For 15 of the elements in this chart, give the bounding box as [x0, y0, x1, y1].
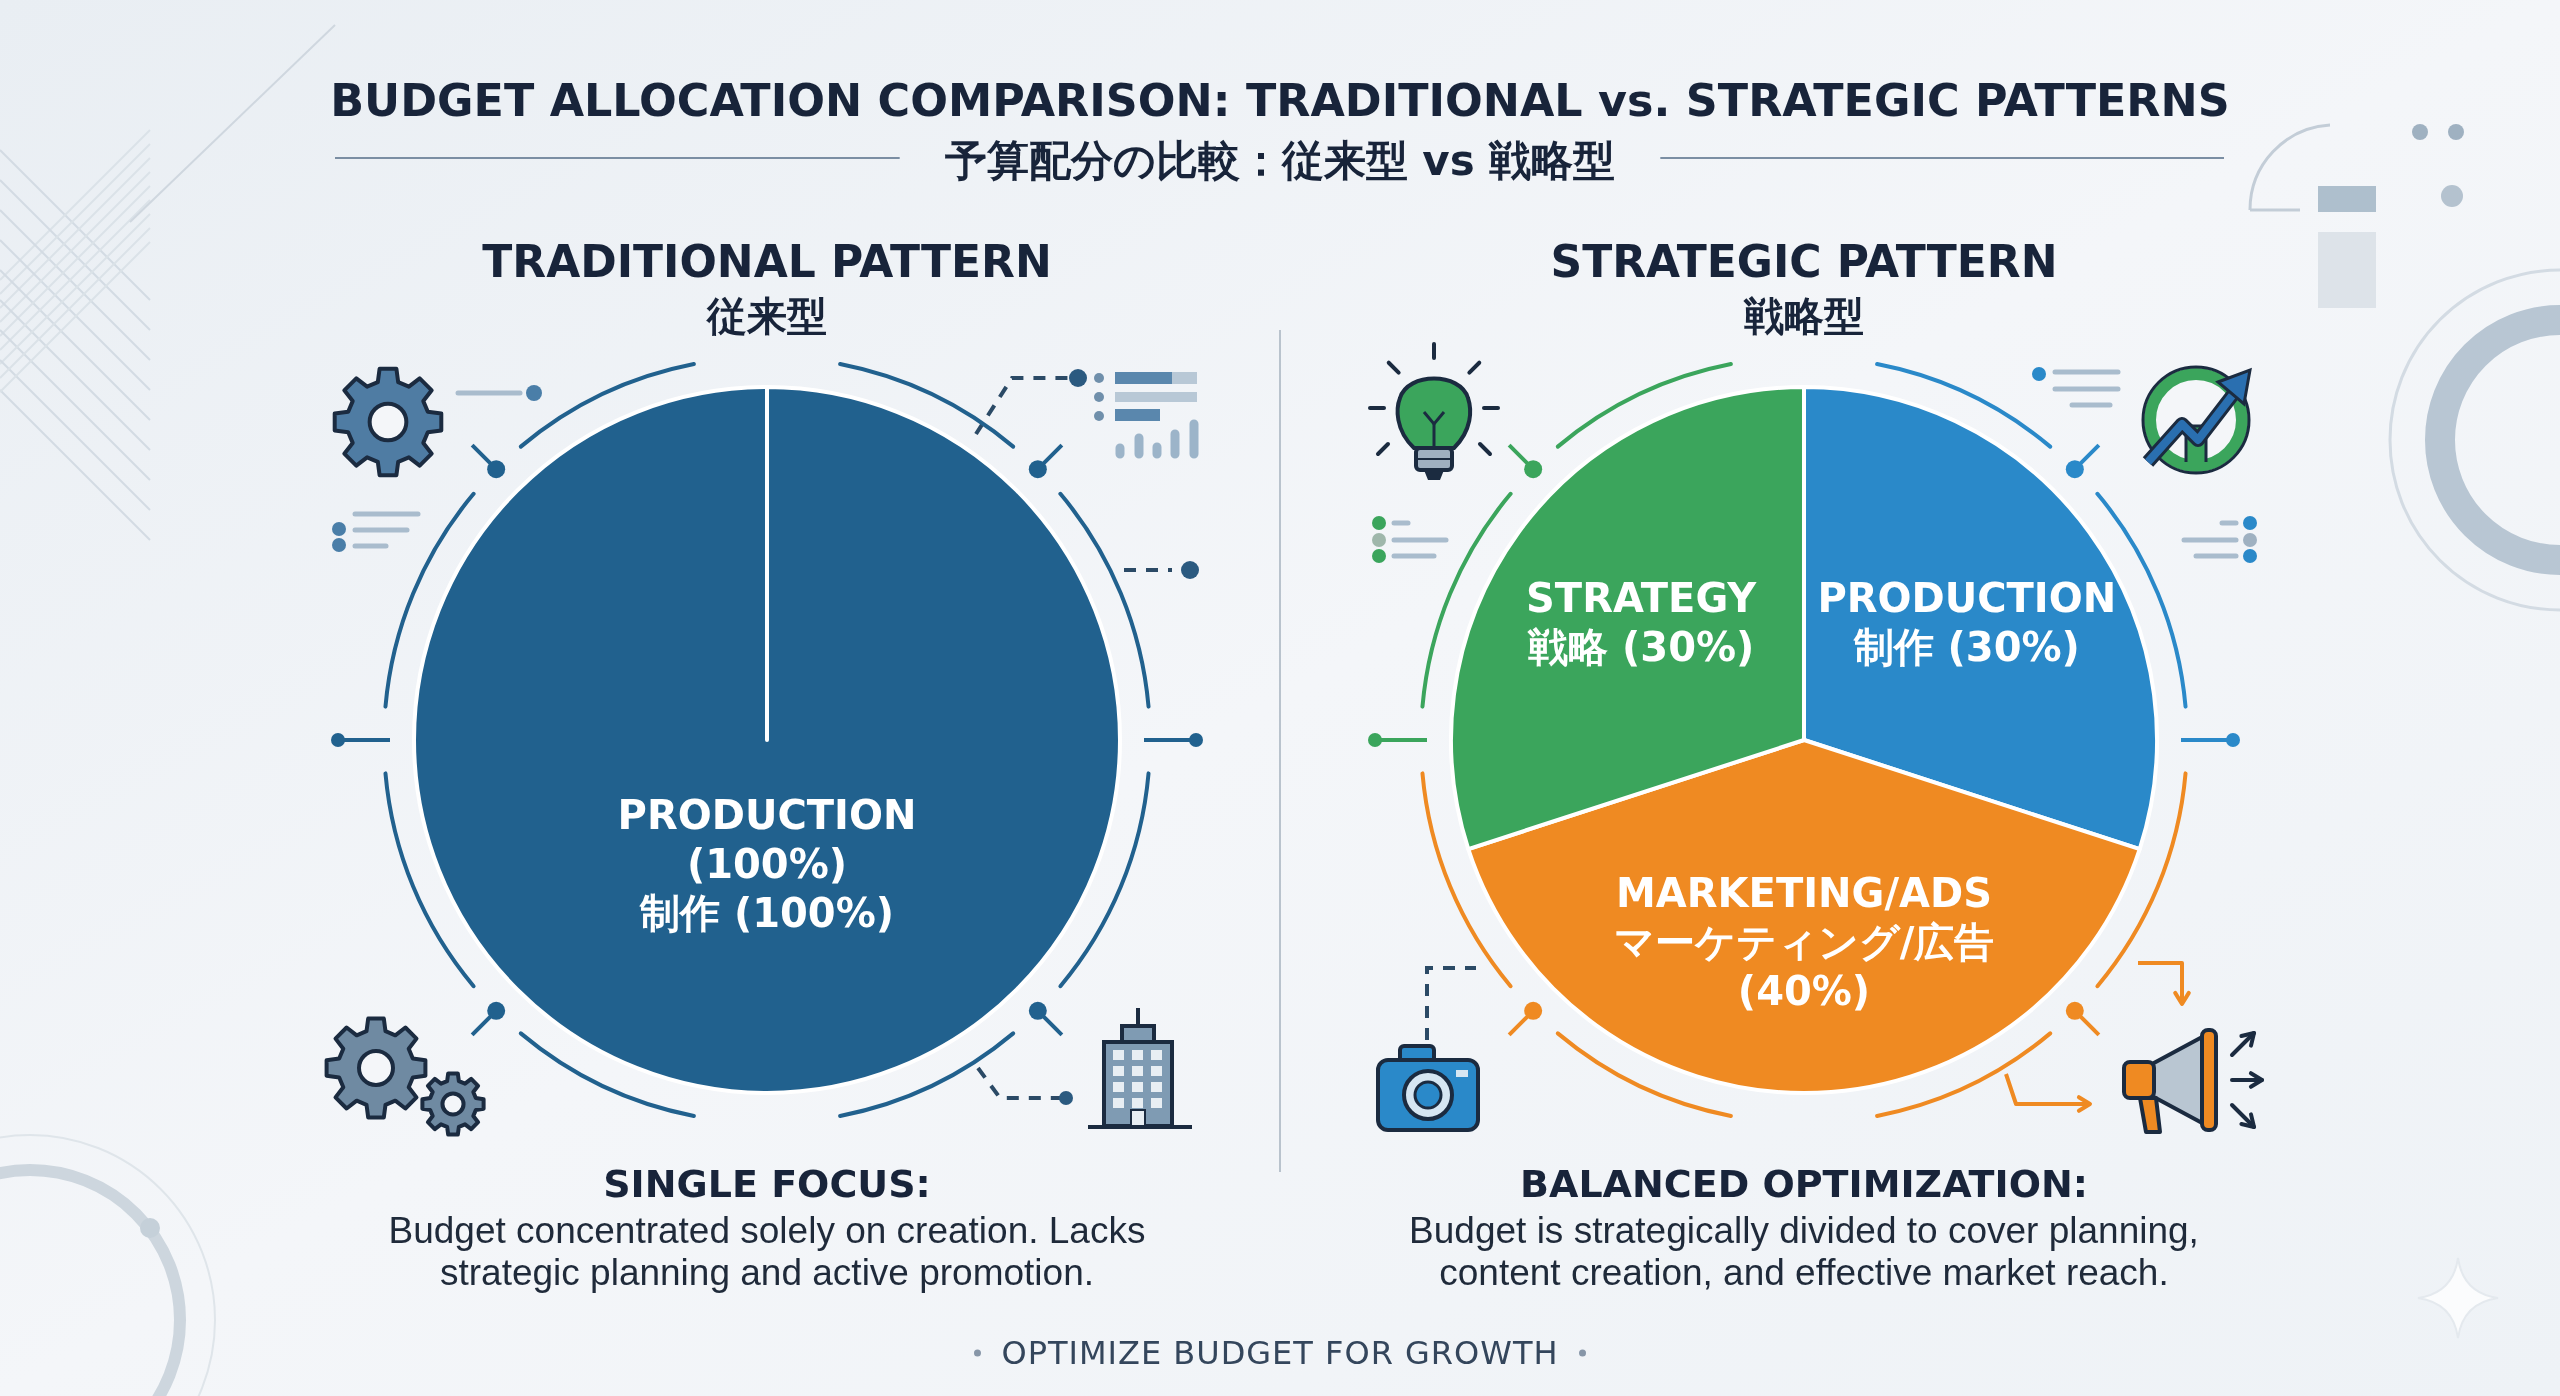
chart-title: STRATEGIC PATTERN [1550, 236, 2058, 287]
chart-subtitle: 戦略型 [1743, 293, 1864, 339]
slice-label: STRATEGY 戦略 (30%) [1526, 574, 1758, 670]
text: SINGLE FOCUS: [603, 1162, 931, 1206]
slice-label: MARKETING/ADS マーケティング/広告 (40%) [1613, 869, 1995, 1014]
text: Budget is strategically divided to cover planning, content creation, and effective market reach. [1409, 1210, 2199, 1293]
text: Budget concentrated solely on creation. Lacks strategic planning and active promotion. [388, 1210, 1146, 1293]
slice-label: PRODUCTION (100%) 制作 (100%) [617, 791, 917, 936]
chart-subtitle: 従来型 [706, 293, 827, 339]
text: BALANCED OPTIMIZATION: [1520, 1162, 2088, 1206]
text: OPTIMIZE BUDGET FOR GROWTH [1001, 1334, 1559, 1372]
slice-label: PRODUCTION 制作 (30%) [1817, 574, 2117, 670]
text: BUDGET ALLOCATION COMPARISON: TRADITIONAL vs. STRATEGIC PATTERNS [330, 75, 2230, 126]
text: 予算配分の比較：従来型 vs 戦略型 [943, 136, 1616, 185]
chart-title: TRADITIONAL PATTERN [482, 236, 1052, 287]
